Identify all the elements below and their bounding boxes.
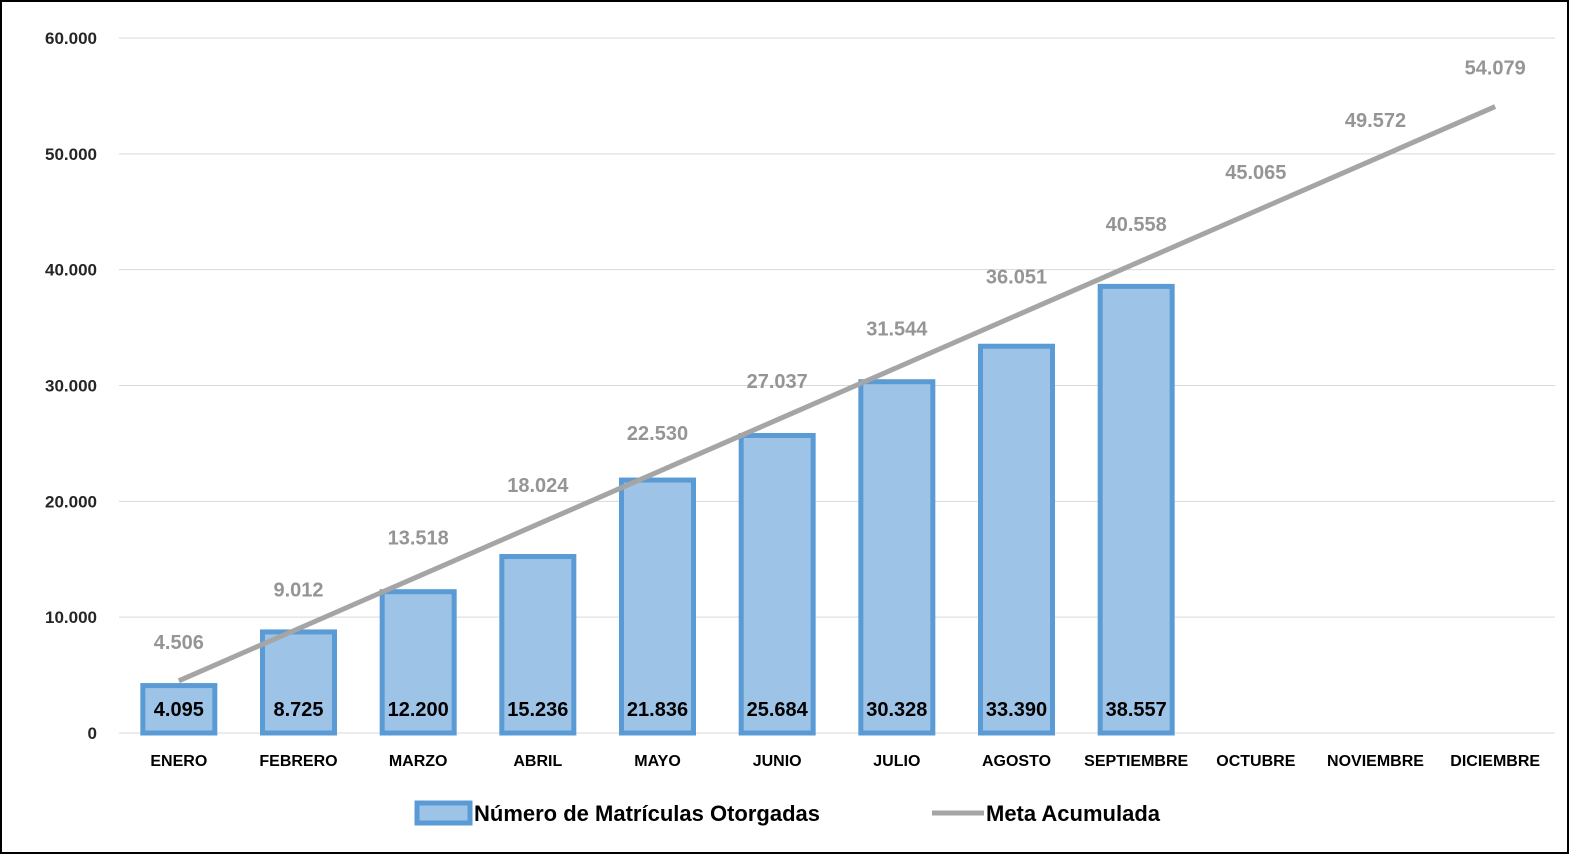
x-tick-label: FEBRERO (259, 753, 337, 770)
x-tick-label: MAYO (634, 753, 681, 770)
x-tick-label: JULIO (873, 753, 920, 770)
bar (858, 379, 936, 736)
x-axis-categories: ENERO FEBRERO MARZO ABRIL MAYO JUNIO JULIO AGOS… (150, 753, 1540, 770)
bar-data-label: 21.836 (627, 699, 688, 721)
line-data-label: 13.518 (388, 527, 449, 549)
bar (1097, 283, 1175, 736)
bar-data-label: 8.725 (273, 699, 323, 721)
x-tick-label: JUNIO (753, 753, 802, 770)
y-tick-label: 0 (88, 724, 97, 743)
line-data-label: 36.051 (986, 266, 1047, 288)
bar (738, 432, 816, 736)
x-tick-label: NOVIEMBRE (1327, 753, 1424, 770)
x-tick-label: DICIEMBRE (1450, 753, 1540, 770)
x-tick-label: SEPTIEMBRE (1084, 753, 1188, 770)
y-tick-label: 50.000 (45, 145, 97, 164)
y-tick-label: 30.000 (45, 377, 97, 396)
y-tick-label: 60.000 (45, 29, 97, 48)
line-data-label: 40.558 (1106, 214, 1167, 236)
meta-line (177, 104, 1497, 684)
y-tick-label: 10.000 (45, 608, 97, 627)
legend-label-line: Meta Acumulada (986, 801, 1161, 826)
bar (379, 589, 457, 736)
bar-data-label: 4.095 (154, 699, 204, 721)
bar (140, 683, 218, 736)
y-tick-label: 40.000 (45, 261, 97, 280)
bar-data-label: 15.236 (507, 699, 568, 721)
line-data-label: 45.065 (1225, 162, 1286, 184)
legend-swatch-bar (414, 800, 473, 826)
bar-data-label: 12.200 (388, 699, 449, 721)
grid-layer (119, 37, 1555, 734)
x-tick-label: ENERO (150, 753, 207, 770)
line-data-label: 4.506 (154, 632, 204, 654)
line-data-label: 31.544 (866, 319, 928, 341)
bar-data-label: 30.328 (866, 699, 927, 721)
x-tick-label: OCTUBRE (1216, 753, 1295, 770)
y-axis-ticks: 0 10.000 20.000 30.000 40.000 50.000 60.000 (45, 29, 97, 743)
line-series: 4.506 9.012 13.518 18.024 22.530 27.037 31.544… (154, 58, 1526, 684)
legend-label-bar: Número de Matrículas Otorgadas (474, 801, 820, 826)
line-data-label: 9.012 (273, 580, 323, 602)
line-data-label: 22.530 (627, 423, 688, 445)
line-data-label: 18.024 (507, 475, 569, 497)
x-tick-label: ABRIL (513, 753, 562, 770)
bar-data-label: 33.390 (986, 699, 1047, 721)
bar (499, 554, 577, 736)
bar-data-label: 38.557 (1106, 699, 1167, 721)
legend: Número de Matrículas Otorgadas Meta Acum… (414, 800, 1161, 826)
x-tick-label: MARZO (389, 753, 448, 770)
line-data-label: 27.037 (747, 371, 808, 393)
x-tick-label: AGOSTO (982, 753, 1051, 770)
bar-series: 4.095 8.725 12.200 15.236 21.836 25.684 30.328… (140, 283, 1175, 736)
y-tick-label: 20.000 (45, 492, 97, 511)
line-data-label: 54.079 (1465, 58, 1526, 80)
bar (619, 477, 696, 736)
bar (260, 629, 337, 736)
line-data-label: 49.572 (1345, 110, 1406, 132)
bar-data-label: 25.684 (747, 699, 809, 721)
bar (978, 343, 1055, 736)
